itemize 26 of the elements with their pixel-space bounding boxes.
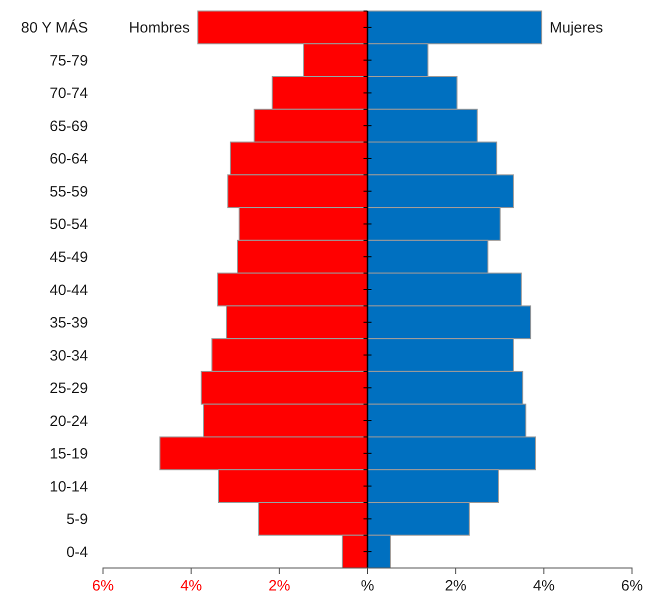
y-tick-label: 25-29 (50, 380, 88, 398)
y-tick-label: 0-4 (66, 544, 88, 561)
x-tick-label: 6% (621, 578, 643, 594)
y-tick-label: 80 Y MÁS (21, 18, 88, 37)
x-tick-label: 2% (268, 578, 290, 594)
y-tick-label: 10-14 (50, 478, 88, 496)
y-tick-label: 65-69 (50, 118, 88, 135)
y-tick-label: 15-19 (50, 446, 88, 463)
series-label: Mujeres (550, 20, 603, 37)
y-tick-label: 75-79 (50, 52, 88, 70)
x-tick-label: 4% (180, 578, 202, 594)
y-tick-label: 20-24 (50, 412, 88, 430)
y-tick-label: 50-54 (50, 216, 88, 234)
y-tick-label: 60-64 (50, 150, 88, 168)
y-tick-label: 45-49 (50, 248, 88, 266)
x-tick-label: 4% (532, 578, 555, 594)
y-tick-label: 55-59 (50, 183, 88, 200)
series-label: Hombres (128, 20, 190, 37)
y-tick-label: 35-39 (50, 314, 88, 332)
y-tick-label: 30-34 (50, 347, 88, 364)
x-tick-label: % (360, 578, 374, 594)
y-tick-label: 70-74 (50, 85, 88, 102)
x-tick-label: 2% (444, 578, 467, 594)
y-tick-label: 5-9 (66, 511, 88, 528)
y-tick-label: 40-44 (50, 282, 88, 299)
x-tick-label: 6% (92, 578, 114, 594)
